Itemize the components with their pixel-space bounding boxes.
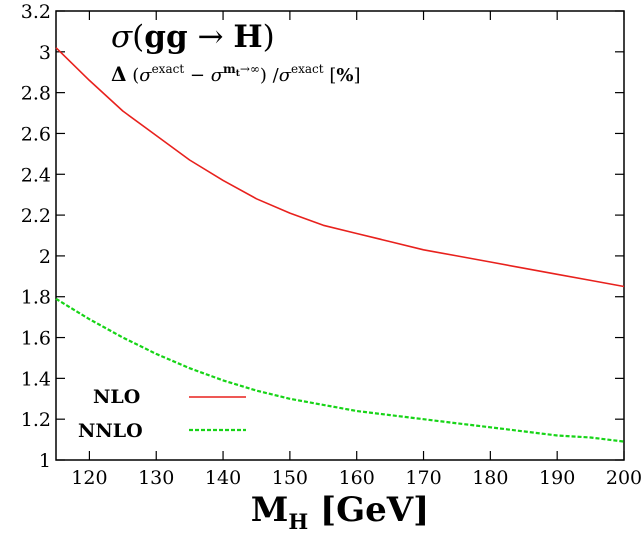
series-layer: [55, 47, 625, 443]
legend-label-nnlo: NNLO: [78, 420, 143, 442]
x-tick-130-label: 130: [138, 467, 174, 489]
y-tick-2-8-label: 2.8: [21, 83, 51, 105]
x-tick-200-label: 200: [606, 467, 642, 489]
plot-frame: [55, 10, 625, 461]
chart-title: σ(gg → H): [111, 19, 275, 55]
y-tick-1-6-label: 1.6: [21, 328, 51, 350]
x-tick-120-label: 120: [71, 467, 107, 489]
x-axis-title: MH [GeV]: [251, 490, 430, 534]
series-line-nnlo: [55, 297, 625, 443]
y-tick-2-6-label: 2.6: [21, 123, 51, 145]
legend-label-nlo: NLO: [93, 386, 140, 408]
series-line-nlo: [55, 47, 625, 288]
x-tick-140-label: 140: [205, 467, 241, 489]
y-tick-2-label: 2: [39, 246, 51, 268]
y-tick-2-4-label: 2.4: [21, 164, 51, 186]
x-tick-170-label: 170: [405, 467, 441, 489]
y-tick-1-2-label: 1.2: [21, 409, 51, 431]
legend: NLO NNLO: [78, 386, 246, 442]
chart-subtitle: Δ (σexact − σmt→∞) /σexact [%]: [111, 62, 361, 86]
ticks-layer: 1 1.2 1.4 1.6 1.8 2 2.2 2.4 2.6 2.8 3 3.2 120 130 140 1…: [21, 1, 642, 489]
x-tick-160-label: 160: [339, 467, 375, 489]
y-tick-1-4-label: 1.4: [21, 368, 51, 390]
x-tick-150-label: 150: [272, 467, 308, 489]
x-tick-190-label: 190: [539, 467, 575, 489]
y-tick-1-8-label: 1.8: [21, 287, 51, 309]
y-tick-3-2-label: 3.2: [21, 1, 51, 23]
y-tick-2-2-label: 2.2: [21, 205, 51, 227]
y-tick-3-label: 3: [39, 42, 51, 64]
x-tick-180-label: 180: [472, 467, 508, 489]
y-tick-1-label: 1: [39, 450, 51, 472]
